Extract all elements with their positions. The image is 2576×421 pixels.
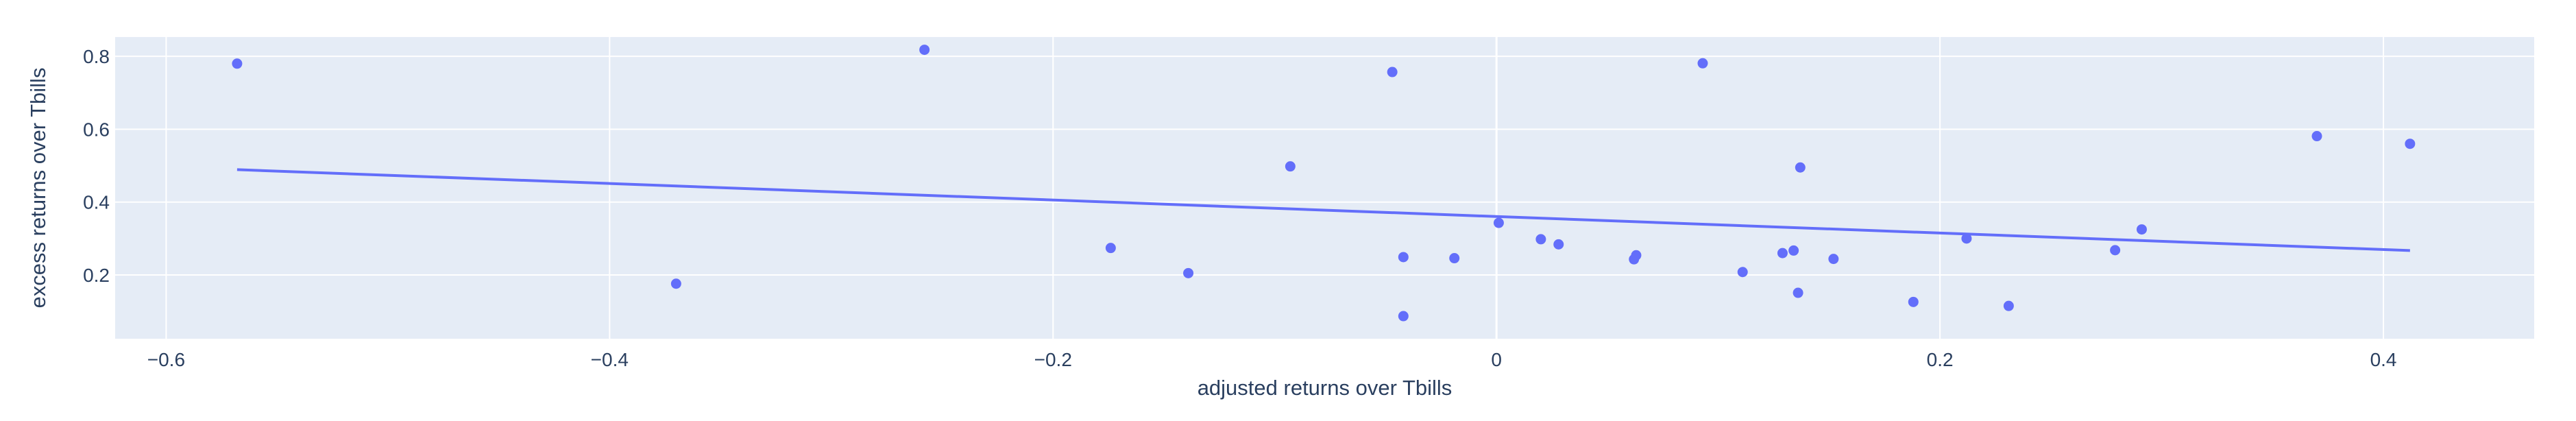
data-point — [2110, 245, 2121, 256]
data-point — [1631, 250, 1642, 261]
trendline — [236, 168, 2410, 252]
y-axis-title: excess returns over Tbills — [26, 68, 50, 309]
x-axis-ticks: −0.6 −0.4 −0.2 0 0.2 0.4 — [147, 349, 2397, 370]
data-point — [2136, 224, 2147, 235]
x-tick-label: 0.4 — [2370, 349, 2397, 370]
data-point — [1387, 67, 1398, 77]
data-point — [1828, 254, 1839, 265]
data-point — [1697, 58, 1708, 69]
x-tick-label: −0.4 — [591, 349, 629, 370]
data-point — [2003, 300, 2014, 311]
y-tick-label: 0.4 — [83, 192, 110, 213]
data-point — [1908, 296, 1919, 307]
x-tick-label: 0 — [1491, 349, 1502, 370]
trendline-layer — [236, 168, 2410, 252]
y-tick-label: 0.2 — [83, 265, 110, 286]
data-points — [232, 45, 2416, 322]
x-tick-label: −0.2 — [1034, 349, 1072, 370]
data-point — [1398, 311, 1409, 322]
data-point — [1449, 253, 1460, 264]
grid-lines — [115, 37, 2534, 339]
x-tick-label: −0.6 — [147, 349, 185, 370]
data-point — [1535, 234, 1546, 245]
data-point — [1493, 217, 1504, 228]
data-point — [1183, 267, 1194, 278]
data-point — [1553, 239, 1564, 250]
data-point — [1105, 243, 1116, 254]
data-point — [1795, 162, 1806, 173]
data-point — [1398, 252, 1409, 263]
data-point — [919, 45, 930, 56]
x-tick-label: 0.2 — [1927, 349, 1954, 370]
y-tick-label: 0.8 — [83, 46, 110, 67]
y-axis-ticks: 0.2 0.4 0.6 0.8 — [83, 46, 110, 286]
y-tick-label: 0.6 — [83, 119, 110, 140]
x-axis-title: adjusted returns over Tbills — [1198, 376, 1453, 400]
data-point — [1961, 233, 1972, 244]
data-point — [232, 58, 243, 69]
data-point — [1777, 248, 1788, 258]
data-point — [1285, 161, 1296, 172]
data-point — [1793, 287, 1803, 298]
plot-area — [115, 37, 2534, 339]
data-point — [1737, 267, 1748, 278]
data-point — [2311, 131, 2322, 142]
data-point — [670, 278, 681, 289]
data-point — [1788, 245, 1799, 256]
data-point — [2405, 139, 2416, 149]
